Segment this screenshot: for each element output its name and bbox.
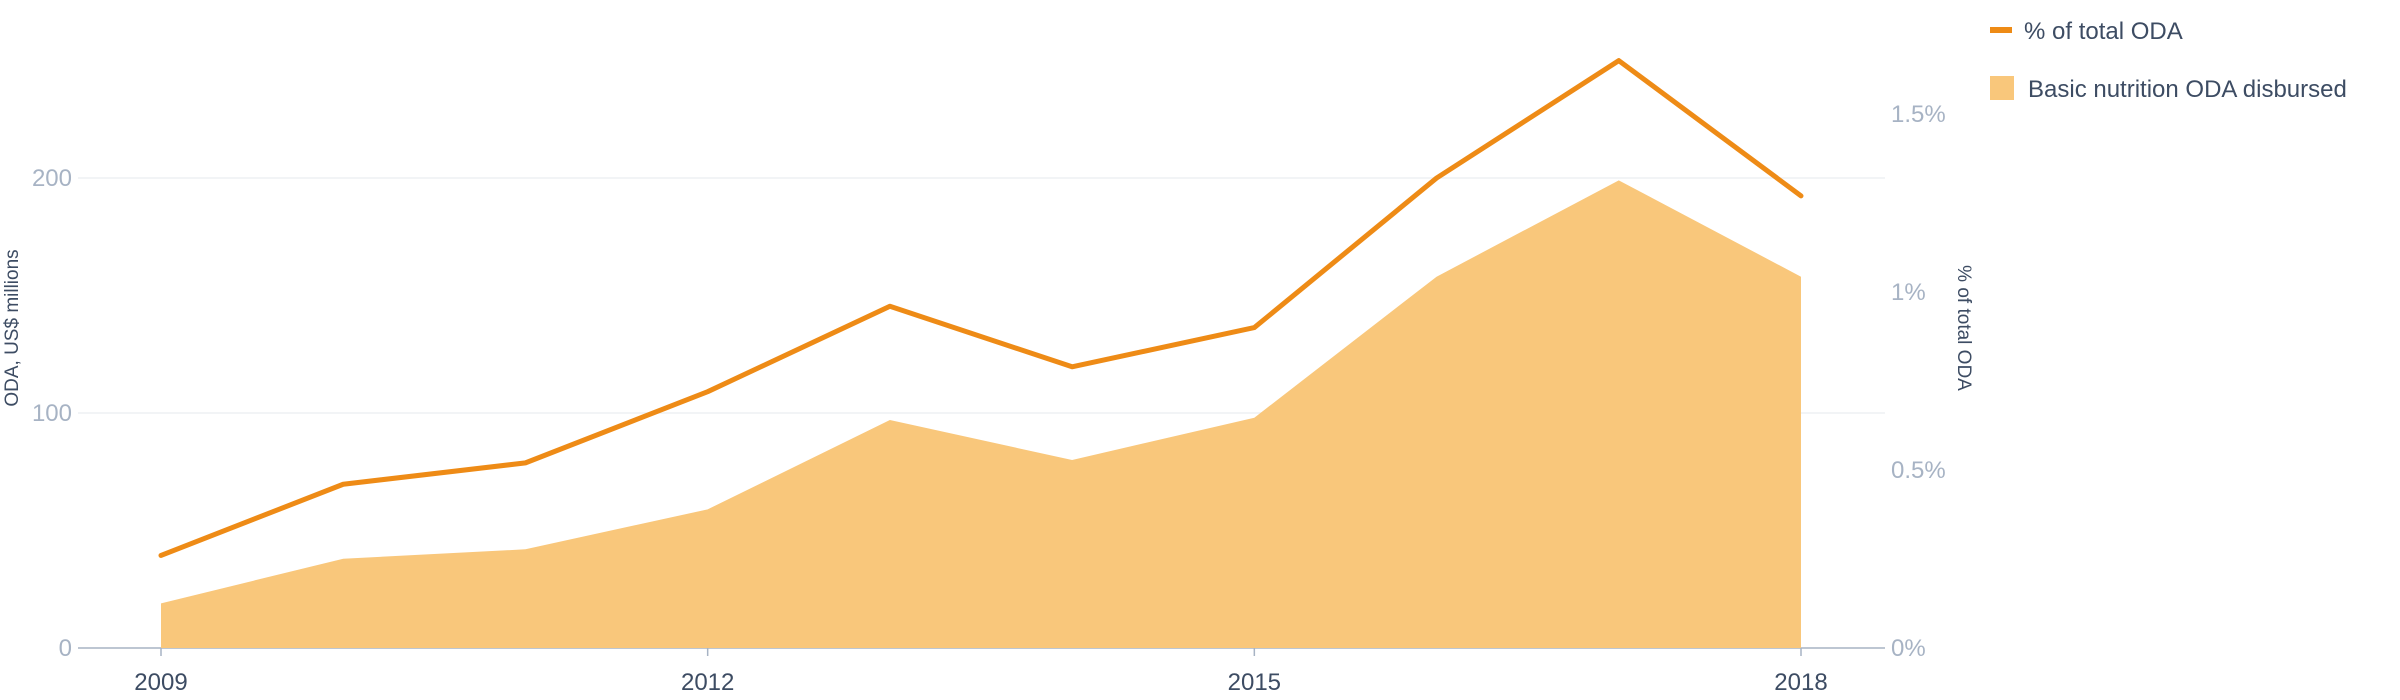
right-tick-label: 1.5%: [1891, 101, 1946, 128]
left-tick-label: 100: [32, 400, 72, 427]
line-series-percent-total-oda: [158, 58, 1804, 558]
x-tick-label: 2018: [1774, 669, 1827, 696]
left-axis-label: ODA, US$ millions: [2, 249, 23, 406]
x-tick-label: 2015: [1228, 669, 1281, 696]
x-tick-label: 2009: [134, 669, 187, 696]
left-tick-label: 200: [32, 165, 72, 192]
axis-layer: 0 100 200 0% 0.5% 1% 1.5% 2009 2012 2015 2018: [32, 101, 1946, 696]
right-tick-label: 0.5%: [1891, 457, 1946, 484]
area-series-basic-nutrition-oda: [161, 180, 1801, 648]
area-layer: [161, 180, 1801, 648]
left-tick-label: 0: [59, 635, 72, 662]
legend-label-percent: % of total ODA: [2024, 18, 2183, 45]
legend-square-marker: [1990, 76, 2014, 100]
legend: % of total ODA Basic nutrition ODA disbu…: [1990, 18, 2347, 103]
line-layer: [158, 58, 1804, 558]
right-axis-label: % of total ODA: [1953, 265, 1974, 391]
right-tick-label: 0%: [1891, 635, 1926, 662]
legend-label-oda: Basic nutrition ODA disbursed: [2028, 76, 2347, 103]
right-tick-label: 1%: [1891, 279, 1926, 306]
legend-item-oda: Basic nutrition ODA disbursed: [1990, 76, 2347, 103]
x-tick-label: 2012: [681, 669, 734, 696]
legend-item-percent: % of total ODA: [1990, 18, 2183, 45]
legend-line-marker: [1990, 27, 2012, 33]
